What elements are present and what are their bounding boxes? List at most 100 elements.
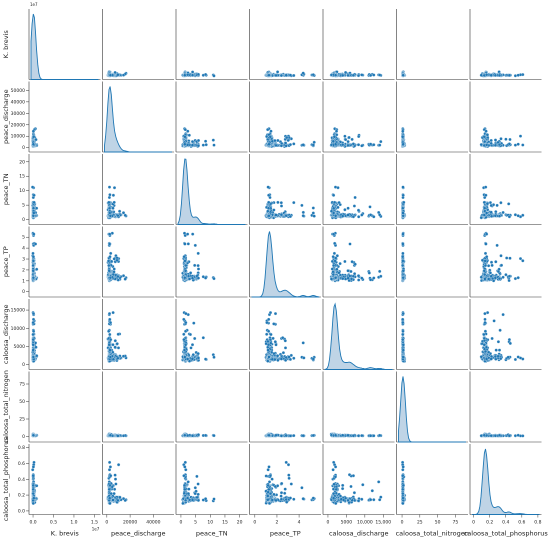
scatter-point	[301, 143, 305, 147]
scatter-point	[32, 232, 36, 236]
scatter-point	[279, 144, 284, 148]
scatter-point	[360, 73, 364, 77]
scatter-point	[32, 200, 36, 205]
scatter-point	[107, 206, 112, 210]
scatter-point	[484, 73, 489, 77]
scatter-point	[196, 144, 201, 148]
scatter-point	[331, 193, 336, 197]
scatter-point	[401, 73, 405, 77]
scatter-point	[343, 208, 347, 212]
scatter-point	[203, 139, 208, 143]
scatter-point	[331, 211, 336, 215]
scatter-point	[31, 259, 36, 263]
scatter-point	[111, 206, 115, 210]
scatter-point	[266, 127, 270, 132]
scatter-point	[347, 135, 351, 140]
scatter-point	[32, 211, 36, 215]
scatter-point	[196, 72, 201, 77]
scatter-point	[31, 276, 36, 280]
scatter-point	[333, 73, 338, 77]
scatter-point	[341, 73, 345, 78]
scatter-point	[333, 142, 338, 146]
scatter-point	[301, 71, 305, 75]
scatter-point	[332, 135, 337, 139]
scatter-point	[121, 211, 126, 215]
scatter-point	[107, 200, 111, 205]
scatter-point	[343, 137, 348, 142]
scatter-point	[311, 143, 315, 147]
scatter-point	[351, 142, 356, 146]
scatter-point	[267, 142, 271, 146]
scatter-point	[368, 213, 373, 217]
scatter-point	[482, 200, 486, 205]
scatter-point	[266, 209, 270, 213]
scatter-point	[267, 214, 271, 218]
scatter-point	[336, 205, 340, 210]
scatter-point	[292, 142, 296, 146]
scatter-point	[378, 143, 382, 147]
scatter-point	[484, 193, 488, 197]
scatter-point	[186, 129, 190, 133]
scatter-point	[379, 139, 383, 144]
scatter-point	[112, 186, 117, 190]
scatter-point	[493, 73, 498, 77]
scatter-point	[300, 203, 304, 208]
scatter-point	[372, 143, 376, 147]
scatter-point	[360, 213, 364, 217]
scatter-point	[493, 138, 498, 142]
scatter-point	[507, 73, 512, 77]
scatter-point	[279, 73, 284, 78]
scatter-point	[31, 263, 35, 268]
scatter-point	[276, 200, 280, 205]
scatter-point	[343, 134, 347, 138]
scatter-point	[351, 73, 356, 77]
scatter-point	[356, 208, 361, 212]
scatter-point	[356, 73, 361, 78]
scatter-point	[483, 139, 487, 144]
scatter-point	[201, 143, 205, 147]
scatter-point	[507, 202, 511, 206]
scatter-point	[401, 211, 405, 215]
scatter-point	[494, 210, 498, 214]
scatter-point	[288, 214, 293, 219]
scatter-point	[112, 200, 116, 205]
scatter-point	[279, 213, 284, 217]
scatter-point	[311, 211, 315, 215]
scatter-point	[368, 142, 373, 146]
scatter-point	[185, 143, 190, 147]
scatter-point	[30, 185, 35, 189]
scatter-point	[495, 203, 499, 208]
scatter-point	[332, 206, 336, 210]
scatter-point	[516, 73, 520, 77]
scatter-point	[274, 143, 278, 148]
scatter-point	[32, 193, 36, 197]
scatter-point	[489, 73, 493, 77]
scatter-point	[489, 203, 493, 208]
scatter-point	[274, 213, 278, 217]
scatter-point	[378, 213, 382, 217]
scatter-point	[183, 142, 187, 146]
scatter-point	[489, 141, 493, 146]
scatter-point	[190, 139, 195, 144]
scatter-point	[346, 206, 350, 210]
scatter-point	[190, 143, 195, 147]
scatter-point	[401, 206, 405, 210]
scatter-point	[488, 200, 493, 205]
kde-curve	[30, 13, 99, 80]
scatter-point	[35, 267, 39, 271]
scatter-point	[312, 214, 316, 218]
scatter-point	[108, 193, 112, 197]
scatter-point	[111, 193, 116, 197]
scatter-point	[504, 137, 508, 141]
scatter-point	[341, 214, 345, 218]
scatter-point	[493, 214, 498, 218]
scatter-point	[497, 142, 502, 147]
scatter-point	[190, 73, 195, 77]
scatter-point	[31, 269, 35, 273]
scatter-point	[513, 143, 518, 147]
scatter-point	[270, 139, 274, 143]
scatter-point	[107, 185, 112, 189]
scatter-point	[301, 210, 305, 215]
scatter-point	[372, 215, 376, 219]
